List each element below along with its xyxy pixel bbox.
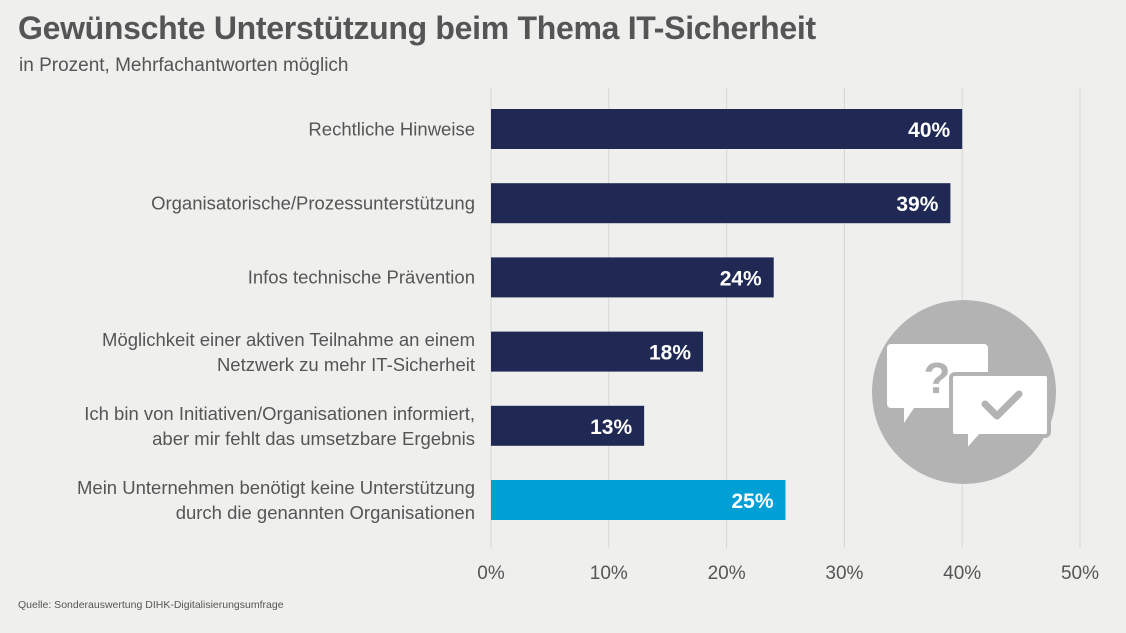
- bar-value-label: 13%: [590, 416, 632, 439]
- x-tick-label: 0%: [477, 563, 505, 584]
- svg-text:?: ?: [924, 354, 951, 403]
- bar-value-label: 25%: [731, 490, 773, 513]
- category-label: Rechtliche Hinweise: [308, 117, 475, 142]
- category-label: Möglichkeit einer aktiven Teilnahme an e…: [102, 327, 475, 377]
- category-label: Infos technische Prävention: [248, 265, 475, 290]
- category-label-line: aber mir fehlt das umsetzbare Ergebnis: [152, 427, 475, 449]
- x-tick-label: 20%: [708, 563, 746, 584]
- category-label-line: durch die genannten Organisationen: [175, 502, 475, 523]
- x-tick-label: 10%: [590, 563, 628, 584]
- bar: [491, 257, 774, 298]
- bar: [491, 109, 963, 149]
- bar: [491, 331, 704, 372]
- category-label-line: Möglichkeit einer aktiven Teilnahme an e…: [102, 328, 475, 350]
- question-and-checkmark-speech-bubbles-icon: ?: [872, 300, 1056, 484]
- chart-title: Gewünschte Unterstützung beim Thema IT-S…: [18, 10, 816, 46]
- category-label: Ich bin von Initiativen/Organisationen i…: [84, 401, 475, 451]
- x-tick-label: 40%: [943, 563, 981, 584]
- bar-value-label: 39%: [896, 193, 938, 216]
- source-note: Quelle: Sonderauswertung DIHK-Digitalisi…: [18, 599, 284, 611]
- x-tick-label: 30%: [825, 563, 863, 584]
- category-label-line: Mein Unternehmen benötigt keine Unterstü…: [77, 477, 475, 498]
- x-tick-label: 50%: [1061, 563, 1099, 584]
- bar-value-label: 40%: [908, 119, 950, 142]
- bar: [491, 405, 645, 446]
- bar-value-label: 18%: [649, 342, 691, 365]
- bar: [491, 183, 951, 224]
- bar: [491, 480, 786, 520]
- bar-value-label: 24%: [720, 267, 762, 290]
- chart-subtitle: in Prozent, Mehrfachantworten möglich: [19, 55, 349, 76]
- category-label-line: Organisatorische/Prozessunterstützung: [151, 192, 475, 214]
- category-label: Organisatorische/Prozessunterstützung: [151, 191, 475, 216]
- category-label-line: Ich bin von Initiativen/Organisationen i…: [84, 402, 475, 424]
- category-label-line: Netzwerk zu mehr IT-Sicherheit: [216, 353, 475, 375]
- category-label-line: Rechtliche Hinweise: [308, 118, 475, 140]
- category-label-line: Infos technische Prävention: [247, 266, 475, 288]
- category-label: Mein Unternehmen benötigt keine Unterstü…: [77, 475, 475, 525]
